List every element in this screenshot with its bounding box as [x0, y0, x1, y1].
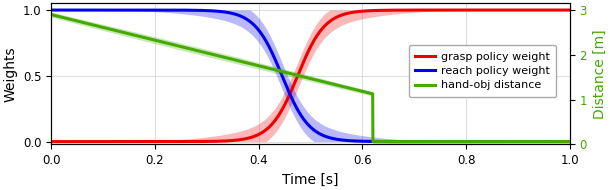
hand-obj distance — [566, 140, 573, 143]
reach policy weight — [286, 93, 293, 95]
reach policy weight — [74, 9, 82, 11]
grasp policy weight — [74, 140, 82, 143]
grasp policy weight — [551, 9, 558, 11]
Y-axis label: Distance [m]: Distance [m] — [592, 29, 606, 119]
grasp policy weight — [566, 9, 573, 11]
hand-obj distance — [300, 76, 307, 78]
grasp policy weight — [456, 9, 463, 11]
reach policy weight — [456, 140, 463, 143]
grasp policy weight — [551, 9, 558, 11]
hand-obj distance — [74, 20, 82, 22]
reach policy weight — [48, 9, 55, 11]
reach policy weight — [566, 140, 573, 143]
reach policy weight — [551, 140, 558, 143]
grasp policy weight — [300, 61, 307, 63]
hand-obj distance — [456, 140, 464, 143]
hand-obj distance — [369, 140, 376, 143]
hand-obj distance — [551, 140, 558, 143]
grasp policy weight — [286, 93, 293, 96]
Line: reach policy weight: reach policy weight — [51, 10, 570, 142]
hand-obj distance — [551, 140, 559, 143]
hand-obj distance — [48, 13, 55, 16]
grasp policy weight — [48, 140, 55, 143]
X-axis label: Time [s]: Time [s] — [282, 173, 339, 187]
Line: hand-obj distance: hand-obj distance — [51, 15, 570, 142]
reach policy weight — [551, 140, 558, 143]
reach policy weight — [300, 118, 307, 120]
Y-axis label: Weights: Weights — [4, 46, 18, 102]
hand-obj distance — [286, 72, 293, 74]
Line: grasp policy weight: grasp policy weight — [51, 10, 570, 142]
Legend: grasp policy weight, reach policy weight, hand-obj distance: grasp policy weight, reach policy weight… — [409, 45, 556, 97]
